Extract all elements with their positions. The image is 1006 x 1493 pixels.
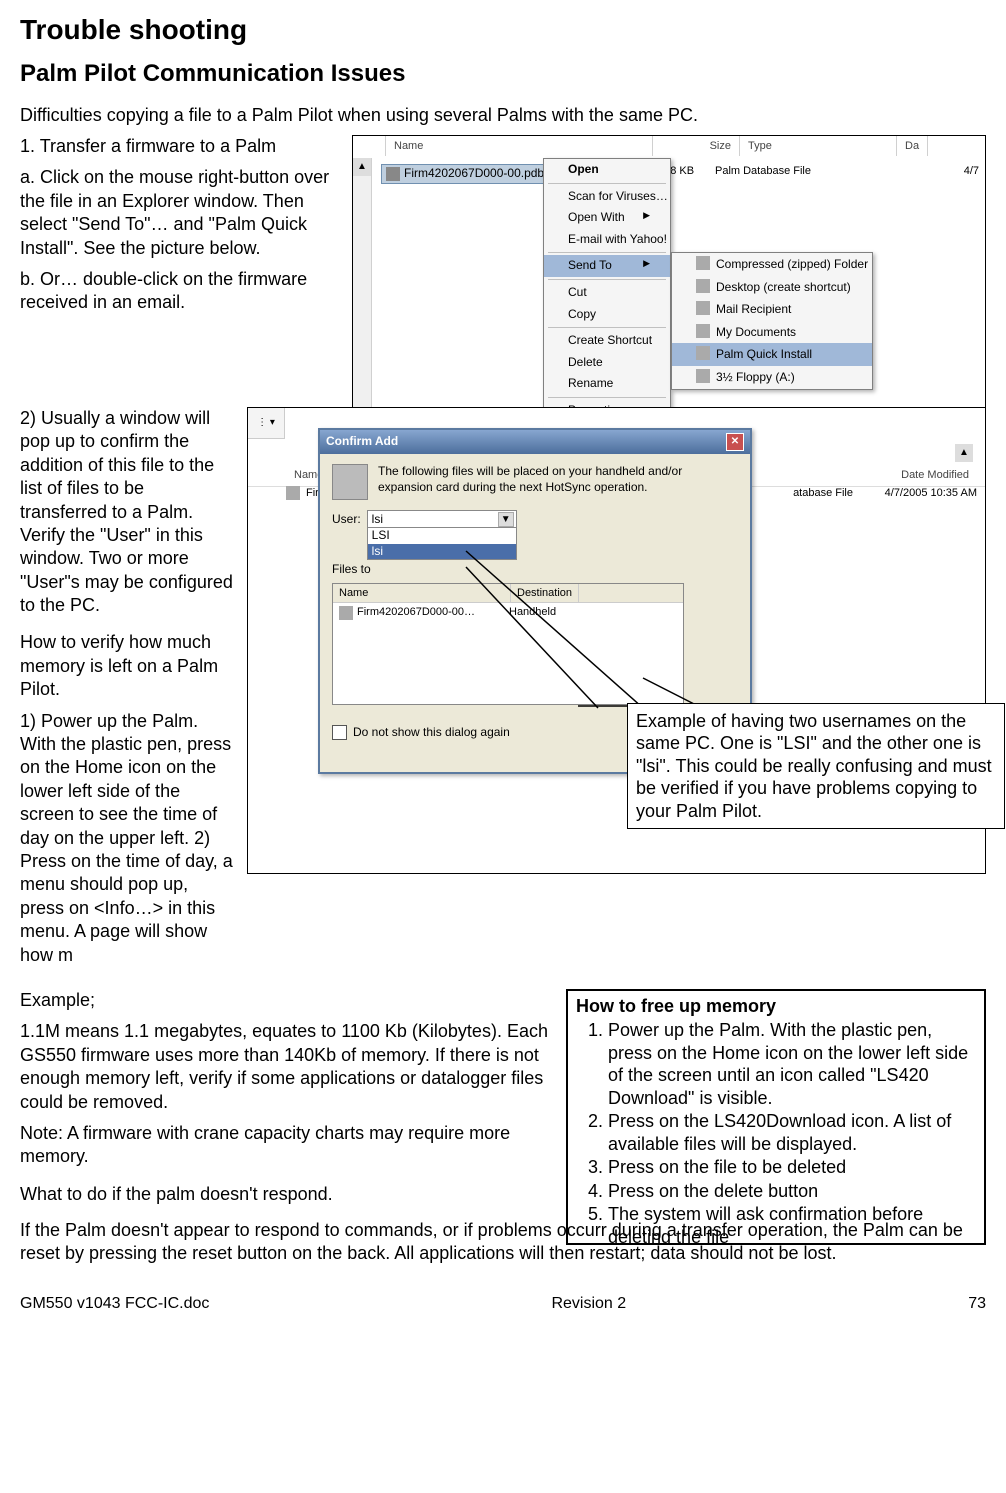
ctx-rename[interactable]: Rename (544, 373, 670, 395)
step1a-text: a. Click on the mouse right-button over … (20, 166, 340, 260)
file-row[interactable]: Firm4202067D000-00.pdb (381, 164, 549, 184)
heading-troubleshooting: Trouble shooting (20, 12, 986, 48)
ctx-scan[interactable]: Scan for Viruses… (544, 186, 670, 208)
explorer-screenshot: Name Size Type Da ▲ Firm4202067D000-00.p… (352, 135, 986, 417)
dialog-screenshot: ⋮ ▾ ▲ Name Date Modified Firm420 atabase… (247, 407, 986, 874)
ctx-cut[interactable]: Cut (544, 282, 670, 304)
memory-list: Power up the Palm. With the plastic pen,… (576, 1019, 976, 1245)
user-dropdown: LSI lsi (367, 527, 517, 560)
footer-left: GM550 v1043 FCC-IC.doc (20, 1294, 209, 1315)
footer-center: Revision 2 (551, 1294, 626, 1315)
col-date: Da (897, 136, 928, 156)
user-option-lsi-lower[interactable]: lsi (368, 544, 516, 560)
memory-title: How to free up memory (576, 995, 976, 1018)
step1b-text: b. Or… double-click on the firmware rece… (20, 268, 340, 315)
ctx-createshortcut[interactable]: Create Shortcut (544, 330, 670, 352)
toolbar-fragment: ⋮ ▾ (248, 408, 285, 439)
user-combo[interactable]: lsi LSI lsi (367, 510, 517, 530)
file-name: Firm4202067D000-00.pdb (404, 166, 544, 182)
memory-item-3: Press on the file to be deleted (608, 1156, 976, 1179)
file2-date: 4/7/2005 10:35 AM (885, 486, 977, 500)
floppy-icon (696, 369, 710, 383)
list-col-name: Name (333, 584, 511, 602)
file-date: 4/7 (964, 164, 979, 178)
mail-icon (696, 301, 710, 315)
dialog-icon (332, 464, 368, 500)
col-size: Size (653, 136, 740, 156)
ctx-openwith[interactable]: Open With (544, 207, 670, 229)
user-label: User: (332, 512, 361, 528)
list-file-name: Firm4202067D000-00… (357, 605, 509, 619)
step2-p1: 2) Usually a window will pop up to confi… (20, 407, 235, 618)
user-option-lsi-upper[interactable]: LSI (368, 528, 516, 544)
sendto-mail[interactable]: Mail Recipient (672, 298, 872, 321)
memory-item-2: Press on the LS420Download icon. A list … (608, 1110, 976, 1155)
context-menu: Open Scan for Viruses… Open With E-mail … (543, 158, 671, 423)
list-row[interactable]: Firm4202067D000-00… Handheld (333, 603, 683, 621)
sendto-submenu: Compressed (zipped) Folder Desktop (crea… (671, 252, 873, 390)
dont-show-checkbox[interactable] (332, 725, 347, 740)
zip-icon (696, 256, 710, 270)
ctx-open[interactable]: Open (544, 159, 670, 181)
close-icon[interactable]: ✕ (726, 433, 744, 451)
ctx-sendto[interactable]: Send To (544, 255, 670, 277)
dialog-title-text: Confirm Add (326, 434, 398, 450)
page-footer: GM550 v1043 FCC-IC.doc Revision 2 73 (20, 1294, 986, 1315)
example-note: Note: A firmware with crane capacity cha… (20, 1122, 550, 1169)
file-type: Palm Database File (715, 164, 811, 178)
sendto-desktop[interactable]: Desktop (create shortcut) (672, 276, 872, 299)
dont-show-label: Do not show this dialog again (353, 725, 510, 741)
scroll-up-icon-2[interactable]: ▲ (955, 444, 973, 462)
sendto-floppy[interactable]: 3½ Floppy (A:) (672, 366, 872, 389)
memory-sidebar: How to free up memory Power up the Palm.… (566, 989, 986, 1245)
heading-palm-issues: Palm Pilot Communication Issues (20, 58, 986, 89)
palm-icon (696, 346, 710, 360)
scroll-up-icon[interactable]: ▲ (353, 158, 371, 176)
file-icon-2 (286, 486, 300, 500)
ctx-copy[interactable]: Copy (544, 304, 670, 326)
footer-right: 73 (968, 1294, 986, 1315)
col-name: Name (386, 136, 653, 156)
memory-item-1: Power up the Palm. With the plastic pen,… (608, 1019, 976, 1109)
desktop-icon (696, 279, 710, 293)
sendto-docs[interactable]: My Documents (672, 321, 872, 344)
step1-title: 1. Transfer a firmware to a Palm (20, 135, 340, 158)
col-type: Type (740, 136, 897, 156)
sendto-zip[interactable]: Compressed (zipped) Folder (672, 253, 872, 276)
files-label: Files to (332, 562, 371, 578)
scrollbar[interactable]: ▲ (353, 158, 372, 416)
files-listbox: Name Destination Firm4202067D000-00… Han… (332, 583, 684, 705)
ctx-delete[interactable]: Delete (544, 352, 670, 374)
callout-text: Example of having two usernames on the s… (636, 711, 992, 821)
memory-item-4: Press on the delete button (608, 1180, 976, 1203)
folder-icon (696, 324, 710, 338)
step2-p2: How to verify how much memory is left on… (20, 631, 235, 701)
norespond-title: What to do if the palm doesn't respond. (20, 1183, 550, 1206)
example-p1: 1.1M means 1.1 megabytes, equates to 110… (20, 1020, 550, 1114)
file2-type: atabase File (793, 486, 853, 500)
list-col-dest: Destination (511, 584, 579, 602)
sendto-palm[interactable]: Palm Quick Install (672, 343, 872, 366)
ctx-email[interactable]: E-mail with Yahoo! (544, 229, 670, 251)
dialog-message: The following files will be placed on yo… (378, 464, 738, 495)
file-icon (386, 167, 400, 181)
dialog-titlebar: Confirm Add ✕ (320, 430, 750, 454)
step2-p3: 1) Power up the Palm. With the plastic p… (20, 710, 235, 967)
list-file-dest: Handheld (509, 605, 556, 619)
callout-box: Example of having two usernames on the s… (627, 703, 1005, 830)
intro-paragraph: Difficulties copying a file to a Palm Pi… (20, 104, 986, 127)
list-file-icon (339, 606, 353, 620)
example-title: Example; (20, 989, 550, 1012)
user-value: lsi (372, 512, 383, 526)
col2-date: Date Modified (893, 468, 977, 482)
